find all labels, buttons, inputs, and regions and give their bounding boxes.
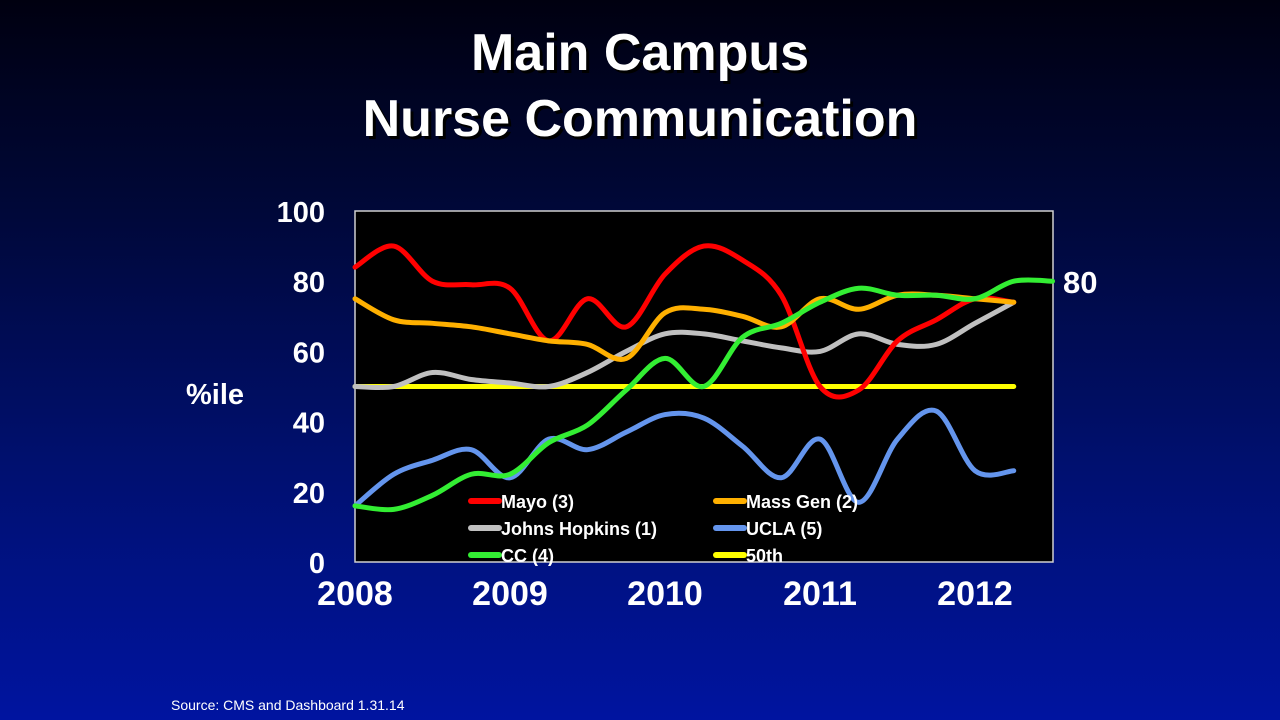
end-value-label: 80 xyxy=(1063,265,1097,300)
legend-label-cc-4: CC (4) xyxy=(501,546,554,566)
chart-title-line1: Main Campus xyxy=(470,24,810,82)
y-tick-label-20: 20 xyxy=(293,478,325,510)
series-line-johns-hopkins-1 xyxy=(352,299,1017,391)
y-tick-label-60: 60 xyxy=(293,337,325,369)
y-tick-label-80: 80 xyxy=(293,267,325,299)
chart-title-line2: Nurse Communication xyxy=(362,90,918,148)
y-axis-label: %ile xyxy=(186,379,244,411)
series-layer xyxy=(352,243,1055,513)
axes: 0 20 40 60 80 100 2008 2009 2010 2011 2012 %ile 80 xyxy=(186,197,1098,613)
series-line-ucla-5 xyxy=(352,407,1017,509)
legend-label-mass-gen-2: Mass Gen (2) xyxy=(746,492,858,512)
x-tick-label-2011: 2011 xyxy=(783,575,857,613)
x-tick-label-2012: 2012 xyxy=(937,575,1013,613)
y-tick-label-40: 40 xyxy=(293,408,325,440)
legend: Mayo (3) Mass Gen (2) Johns Hopkins (1) UCL… xyxy=(468,492,858,566)
legend-label-ucla-5: UCLA (5) xyxy=(746,519,822,539)
legend-label-mayo-3: Mayo (3) xyxy=(501,492,574,512)
x-tick-label-2010: 2010 xyxy=(627,575,703,613)
source-note: Source: CMS and Dashboard 1.31.14 xyxy=(171,697,405,713)
series-line-mayo-3 xyxy=(352,243,1017,400)
legend-label-50th: 50th xyxy=(746,546,783,566)
series-line-cc-4 xyxy=(352,277,1055,513)
x-tick-label-2008: 2008 xyxy=(317,575,393,613)
y-tick-label-100: 100 xyxy=(277,197,325,229)
y-tick-label-0: 0 xyxy=(309,548,325,580)
legend-label-johns-hopkins-1: Johns Hopkins (1) xyxy=(501,519,657,539)
x-tick-label-2009: 2009 xyxy=(472,575,548,613)
